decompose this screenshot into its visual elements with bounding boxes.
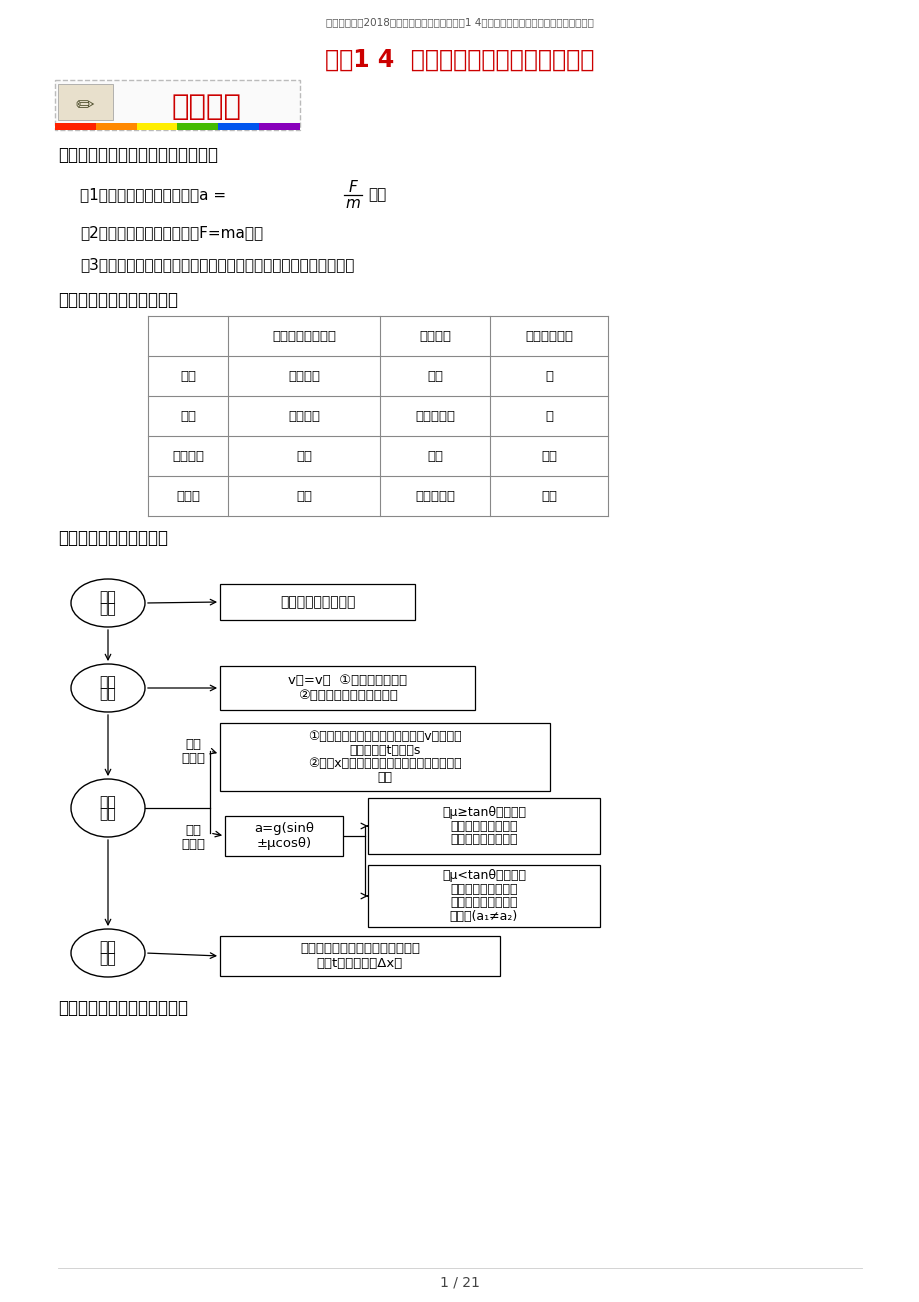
Text: 形式: 形式 xyxy=(377,771,392,784)
Text: 力与: 力与 xyxy=(99,796,116,809)
Text: 不能: 不能 xyxy=(540,490,556,503)
Text: 纵向弹力: 纵向弹力 xyxy=(418,329,450,342)
Text: 较大: 较大 xyxy=(296,449,312,462)
Text: 能与传送带共速，则: 能与传送带共速，则 xyxy=(449,883,517,896)
FancyBboxPatch shape xyxy=(220,667,474,710)
Text: 传送带及其上的物体: 传送带及其上的物体 xyxy=(279,595,355,609)
Text: 若μ≥tanθ，且物体: 若μ≥tanθ，且物体 xyxy=(441,806,526,819)
Text: m: m xyxy=(346,195,360,211)
FancyBboxPatch shape xyxy=(137,122,177,130)
FancyBboxPatch shape xyxy=(55,122,96,130)
Text: F: F xyxy=(348,181,357,195)
Text: 带加速(a₁≠a₂): 带加速(a₁≠a₂) xyxy=(449,910,517,923)
FancyBboxPatch shape xyxy=(96,122,137,130)
Text: v物=v带  ①摩擦力发生突变: v物=v带 ①摩擦力发生突变 xyxy=(288,674,406,687)
Text: 能与传送带共速，则: 能与传送带共速，则 xyxy=(449,819,517,832)
Text: 拉力: 拉力 xyxy=(426,370,443,383)
FancyBboxPatch shape xyxy=(55,79,300,130)
Text: ）。: ）。 xyxy=(368,187,386,203)
FancyBboxPatch shape xyxy=(220,585,414,620)
FancyBboxPatch shape xyxy=(225,816,343,855)
Text: 对象: 对象 xyxy=(99,602,116,616)
Text: 微小不计: 微小不计 xyxy=(288,370,320,383)
Text: ②再由x和传送带长度的关系判断物体的运动: ②再由x和传送带长度的关系判断物体的运动 xyxy=(308,758,461,771)
Text: 临界: 临界 xyxy=(99,674,116,689)
FancyBboxPatch shape xyxy=(220,723,550,792)
Text: 一、用牛顿第二定律解决动力学问题: 一、用牛顿第二定律解决动力学问题 xyxy=(58,146,218,164)
Text: 1 / 21: 1 / 21 xyxy=(439,1275,480,1289)
FancyBboxPatch shape xyxy=(259,122,300,130)
Text: 进一步计算物体在传送带上的运动: 进一步计算物体在传送带上的运动 xyxy=(300,943,420,956)
Text: ①根据物体的受力和传送带的速度v计算物体: ①根据物体的受力和传送带的速度v计算物体 xyxy=(308,729,461,742)
Text: 不能: 不能 xyxy=(540,449,556,462)
Text: 轻杆: 轻杆 xyxy=(180,410,196,423)
Text: 二、瞬时变化的动力学模型: 二、瞬时变化的动力学模型 xyxy=(58,292,177,309)
Text: 传送带: 传送带 xyxy=(181,751,205,764)
Text: 结果: 结果 xyxy=(99,940,116,954)
Text: 能: 能 xyxy=(544,370,552,383)
Text: ②物体的运动状态发生改变: ②物体的运动状态发生改变 xyxy=(297,689,397,702)
Ellipse shape xyxy=(71,930,145,976)
FancyBboxPatch shape xyxy=(58,85,113,120)
Text: 共速后物体匀速运动: 共速后物体匀速运动 xyxy=(449,833,517,846)
Text: 专题1 4  用牛顿第二定律解决两类问题: 专题1 4 用牛顿第二定律解决两类问题 xyxy=(325,48,594,72)
Text: 能: 能 xyxy=(544,410,552,423)
Text: 传送带: 传送带 xyxy=(181,837,205,850)
Ellipse shape xyxy=(71,779,145,837)
Text: 轻绳: 轻绳 xyxy=(180,370,196,383)
Text: 水平: 水平 xyxy=(185,738,200,751)
Text: 拉力或压力: 拉力或压力 xyxy=(414,490,455,503)
Ellipse shape xyxy=(71,664,145,712)
Text: 时间t、相对位移Δx等: 时间t、相对位移Δx等 xyxy=(316,957,403,970)
FancyBboxPatch shape xyxy=(177,122,218,130)
Text: 四、滑块－木板模型分析方法: 四、滑块－木板模型分析方法 xyxy=(58,999,187,1017)
Text: 倒斜: 倒斜 xyxy=(185,824,200,837)
FancyBboxPatch shape xyxy=(218,122,259,130)
Text: 拉力或压力: 拉力或压力 xyxy=(414,410,455,423)
Text: 轻弹簧: 轻弹簧 xyxy=(176,490,199,503)
Text: ✏: ✏ xyxy=(75,96,95,116)
Text: 若μ<tanθ，且物体: 若μ<tanθ，且物体 xyxy=(441,868,526,881)
Ellipse shape xyxy=(71,579,145,628)
Text: 加速的时间t和位移s: 加速的时间t和位移s xyxy=(349,743,420,756)
Text: （2）从运动情况确定受力（F=ma）。: （2）从运动情况确定受力（F=ma）。 xyxy=(80,225,263,241)
Text: 三、传送带模型分析方法: 三、传送带模型分析方法 xyxy=(58,529,168,547)
Text: 受外力时的形变量: 受外力时的形变量 xyxy=(272,329,335,342)
Text: 共速后物体相对传送: 共速后物体相对传送 xyxy=(449,897,517,910)
Text: ±μcosθ): ±μcosθ) xyxy=(256,837,312,850)
Text: 拉力: 拉力 xyxy=(426,449,443,462)
Text: 运动: 运动 xyxy=(99,807,116,822)
Text: 轻橡皮绳: 轻橡皮绳 xyxy=(172,449,204,462)
Text: 微小不计: 微小不计 xyxy=(288,410,320,423)
Text: 计算: 计算 xyxy=(99,952,116,966)
FancyBboxPatch shape xyxy=(220,936,499,976)
Text: 较大: 较大 xyxy=(296,490,312,503)
FancyBboxPatch shape xyxy=(368,798,599,854)
Text: 弹力能否突变: 弹力能否突变 xyxy=(525,329,573,342)
Text: a=g(sinθ: a=g(sinθ xyxy=(254,822,313,835)
FancyBboxPatch shape xyxy=(368,865,599,927)
Text: （全国通用）2018年高考物理考点一遗过专题1 4用牛顿第二定律解决两类问题（含解析）: （全国通用）2018年高考物理考点一遗过专题1 4用牛顿第二定律解决两类问题（含… xyxy=(325,17,594,27)
Text: 研究: 研究 xyxy=(99,590,116,604)
Text: （1）从受力确定运动情况（a =: （1）从受力确定运动情况（a = xyxy=(80,187,226,203)
Text: （3）综合受力分析和运动状态分析，运用牛顿第二定律解决问题。: （3）综合受力分析和运动状态分析，运用牛顿第二定律解决问题。 xyxy=(80,258,354,272)
Text: 考点解读: 考点解读 xyxy=(172,92,242,121)
Text: 状态: 状态 xyxy=(99,687,116,700)
